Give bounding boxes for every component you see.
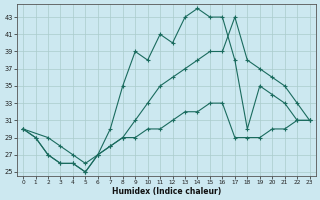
X-axis label: Humidex (Indice chaleur): Humidex (Indice chaleur) <box>112 187 221 196</box>
